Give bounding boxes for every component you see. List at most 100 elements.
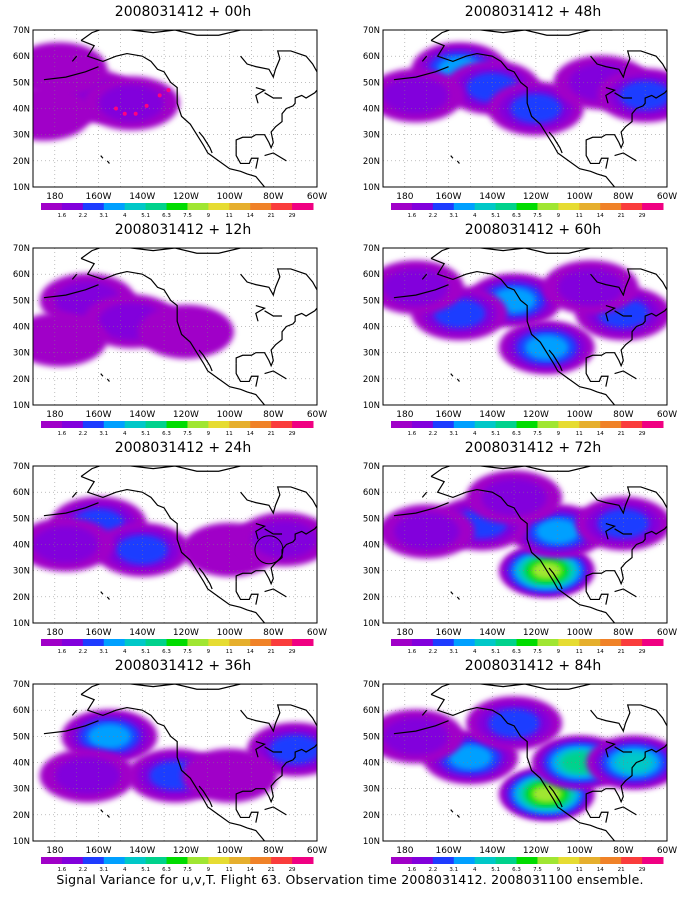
lon-tick-label: 180	[396, 192, 413, 202]
lat-tick-label: 50N	[13, 732, 30, 742]
lon-tick-label: 140W	[129, 410, 155, 420]
forecast-panel: 2008031412 + 00h 10N 20N 30N 40N 50N 60N 70N 180…	[0, 0, 350, 220]
map-frame	[32, 465, 318, 624]
colorbar-swatch	[391, 857, 413, 864]
coastline-segment	[235, 363, 259, 387]
colorbar-swatch	[495, 857, 518, 864]
coastline-segment	[456, 378, 460, 382]
panel-title: 2008031412 + 36h	[114, 658, 252, 674]
colorbar-label: 11	[226, 213, 233, 218]
colorbar-label: 9	[207, 867, 211, 872]
colorbar-swatch	[621, 639, 643, 646]
colorbar-label: 9	[557, 431, 561, 436]
colorbar-label: 5.1	[141, 213, 150, 218]
colorbar-label: 1.6	[408, 213, 417, 218]
map-plot: 10N 20N 30N 40N 50N 60N 70N 180 160W 140W 120W 100W…	[363, 26, 677, 218]
colorbar-label: 2.2	[428, 213, 437, 218]
lat-tick-label: 10N	[13, 837, 30, 847]
coastline-segment	[71, 491, 78, 498]
variance-field	[383, 696, 667, 821]
lon-tick-label: 140W	[479, 846, 505, 856]
coastline-segment	[605, 86, 617, 104]
coastline-segment	[430, 684, 613, 695]
lat-tick-label: 50N	[363, 78, 380, 88]
colorbar-label: 1.6	[408, 649, 417, 654]
colorbar-label: 7.5	[533, 431, 542, 436]
lon-tick-label: 60W	[307, 410, 327, 420]
coastline-segment	[71, 709, 78, 716]
colorbar-swatch	[271, 639, 293, 646]
colorbar-swatch	[61, 639, 84, 646]
coastline-segment	[430, 693, 616, 841]
colorbar-label: 21	[268, 867, 275, 872]
lon-tick-label: 180	[396, 846, 413, 856]
colorbar-swatch	[411, 857, 434, 864]
flight-track-point	[166, 88, 171, 93]
colorbar-swatch	[41, 203, 63, 210]
coastline-segment	[430, 466, 613, 477]
colorbar-swatch	[600, 857, 622, 864]
colorbar-swatch	[495, 421, 518, 428]
panel-title: 2008031412 + 12h	[114, 222, 252, 238]
colorbar-swatch	[474, 857, 497, 864]
colorbar-label: 14	[247, 649, 254, 654]
lat-tick-label: 40N	[13, 105, 30, 115]
colorbar-label: 14	[597, 867, 604, 872]
coastline-segment	[71, 55, 78, 62]
coastline-segment	[198, 567, 213, 590]
colorbar-swatch	[391, 639, 413, 646]
coastline-segment	[264, 370, 287, 380]
lon-tick-label: 60W	[657, 192, 677, 202]
map-plot: 10N 20N 30N 40N 50N 60N 70N 180 160W 140W 120W 100W…	[13, 244, 327, 436]
coastline-segment	[548, 349, 563, 372]
lat-tick-label: 50N	[363, 514, 380, 524]
colorbar-label: 2.2	[428, 649, 437, 654]
colorbar-swatch	[537, 639, 559, 646]
lon-tick-label: 140W	[479, 628, 505, 638]
forecast-panel: 2008031412 + 12h 10N 20N 30N 40N 50N 60N 70N 180…	[0, 218, 350, 438]
colorbar-label: 29	[289, 431, 296, 436]
variance-contour	[137, 304, 234, 359]
colorbar-label: 14	[247, 431, 254, 436]
colorbar-label: 14	[247, 213, 254, 218]
colorbar-label: 21	[618, 213, 625, 218]
colorbar-label: 1.6	[58, 213, 67, 218]
colorbar-label: 7.5	[533, 649, 542, 654]
coastline-segment	[430, 39, 616, 187]
colorbar-swatch	[124, 639, 147, 646]
variance-contour	[597, 508, 650, 539]
coastline-segment	[235, 581, 259, 605]
lon-tick-label: 80W	[613, 628, 633, 638]
colorbar-label: 3.1	[449, 213, 458, 218]
lon-tick-label: 180	[46, 192, 63, 202]
map-frame	[382, 683, 668, 842]
colorbar-swatch	[558, 639, 580, 646]
colorbar-label: 6.3	[512, 649, 521, 654]
colorbar-swatch	[166, 857, 188, 864]
coastline-segment	[430, 257, 616, 405]
coastline-segment	[80, 248, 263, 259]
colorbar-label: 1.6	[58, 867, 67, 872]
colorbar-label: 5.1	[491, 649, 500, 654]
coastline-segment	[264, 152, 287, 162]
colorbar-swatch	[292, 857, 314, 864]
coastline-segment	[43, 66, 99, 81]
colorbar-label: 9	[557, 649, 561, 654]
variance-contour	[614, 751, 654, 774]
coastline-segment	[264, 588, 287, 598]
coastline-segment	[198, 785, 213, 808]
colorbar-swatch	[621, 857, 643, 864]
lat-tick-label: 70N	[363, 244, 380, 254]
colorbar-label: 29	[639, 649, 646, 654]
coastline	[393, 248, 667, 405]
colorbar-label: 3.1	[449, 649, 458, 654]
map-frame	[32, 683, 318, 842]
variance-field	[383, 42, 667, 136]
lat-tick-label: 70N	[363, 26, 380, 36]
coastline-segment	[264, 746, 283, 753]
variance-contour	[524, 334, 569, 361]
lat-tick-label: 20N	[13, 375, 30, 385]
lat-tick-label: 10N	[363, 401, 380, 411]
flight-track-point	[133, 111, 138, 116]
colorbar-swatch	[516, 421, 538, 428]
